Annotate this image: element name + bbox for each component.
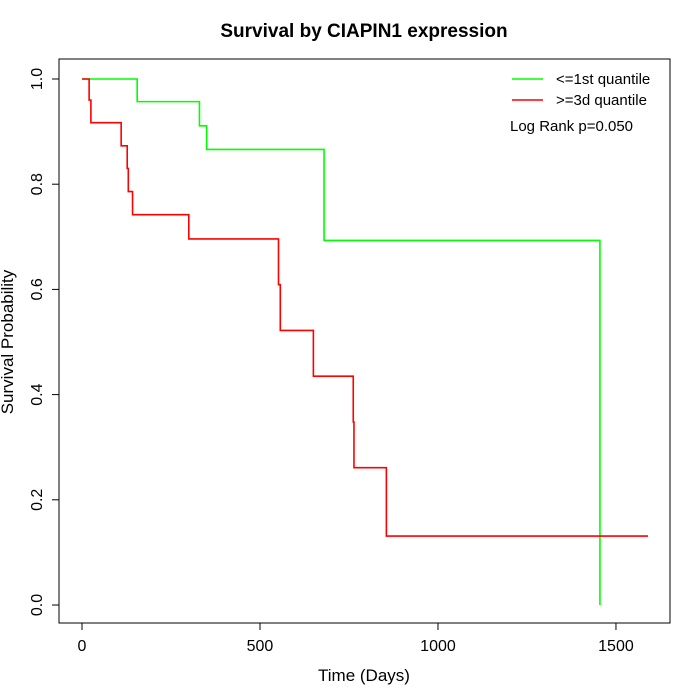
x-axis-label: Time (Days) [318,666,410,685]
y-tick-label: 0.0 [29,594,46,616]
y-tick-label: 1.0 [29,68,46,90]
legend-label: >=3d quantile [556,92,647,109]
legend-label: <=1st quantile [556,71,650,88]
y-tick-label: 0.8 [29,173,46,195]
y-tick-label: 0.4 [29,383,46,405]
chart-title: Survival by CIAPIN1 expression [220,21,507,42]
legend: <=1st quantile >=3d quantile [512,71,650,109]
x-axis: 0 500 1000 1500 [78,622,634,655]
x-tick-label: 1000 [420,638,456,655]
plot-frame [58,58,671,624]
survival-curve-1 [82,78,601,605]
y-tick-label: 0.6 [29,278,46,300]
log-rank-annotation: Log Rank p=0.050 [510,118,633,135]
x-tick-label: 1500 [598,638,634,655]
x-tick-label: 500 [247,638,274,655]
survival-curve-2 [82,78,648,537]
y-axis-label: Survival Probability [0,269,17,414]
y-tick-label: 0.2 [29,489,46,511]
x-tick-label: 0 [78,638,87,655]
series-layer [82,78,648,605]
y-axis: 0.0 0.2 0.4 0.6 0.8 1.0 [29,68,60,616]
